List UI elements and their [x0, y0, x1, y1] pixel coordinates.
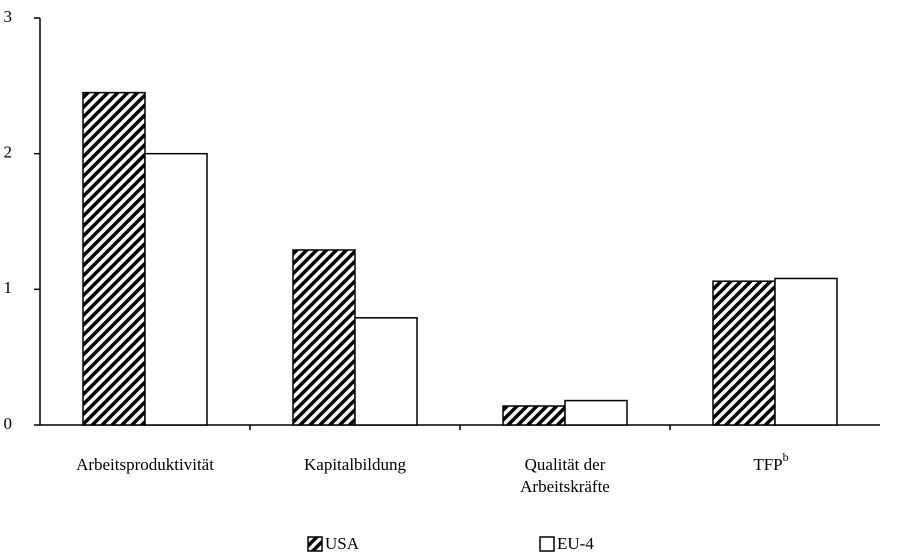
- bar: [774, 277, 838, 426]
- bar: [144, 152, 208, 426]
- bar: [712, 280, 776, 426]
- bar: [292, 249, 356, 426]
- legend-swatch: [307, 536, 323, 552]
- x-tick-label: TFPb: [753, 450, 788, 474]
- x-tick-label: Arbeitsproduktivität: [76, 455, 214, 474]
- bar: [82, 91, 146, 426]
- bar: [564, 399, 628, 426]
- x-tick-label-line: Arbeitskräfte: [520, 477, 610, 496]
- x-tick-label: Kapitalbildung: [304, 455, 406, 474]
- bar: [502, 405, 566, 426]
- bar: [354, 317, 418, 426]
- x-tick-label-line: Qualität der: [525, 455, 606, 474]
- y-tick-label: 3: [4, 7, 13, 26]
- footnote-mark: b: [783, 450, 789, 464]
- legend-label: USA: [325, 534, 360, 553]
- y-tick-label: 2: [4, 143, 13, 162]
- legend-label: EU-4: [557, 534, 594, 553]
- legend-swatch: [539, 536, 555, 552]
- y-tick-label: 1: [4, 278, 13, 297]
- x-tick-label: Qualität der Arbeitskräfte: [520, 455, 610, 496]
- y-tick-label: 0: [4, 414, 13, 433]
